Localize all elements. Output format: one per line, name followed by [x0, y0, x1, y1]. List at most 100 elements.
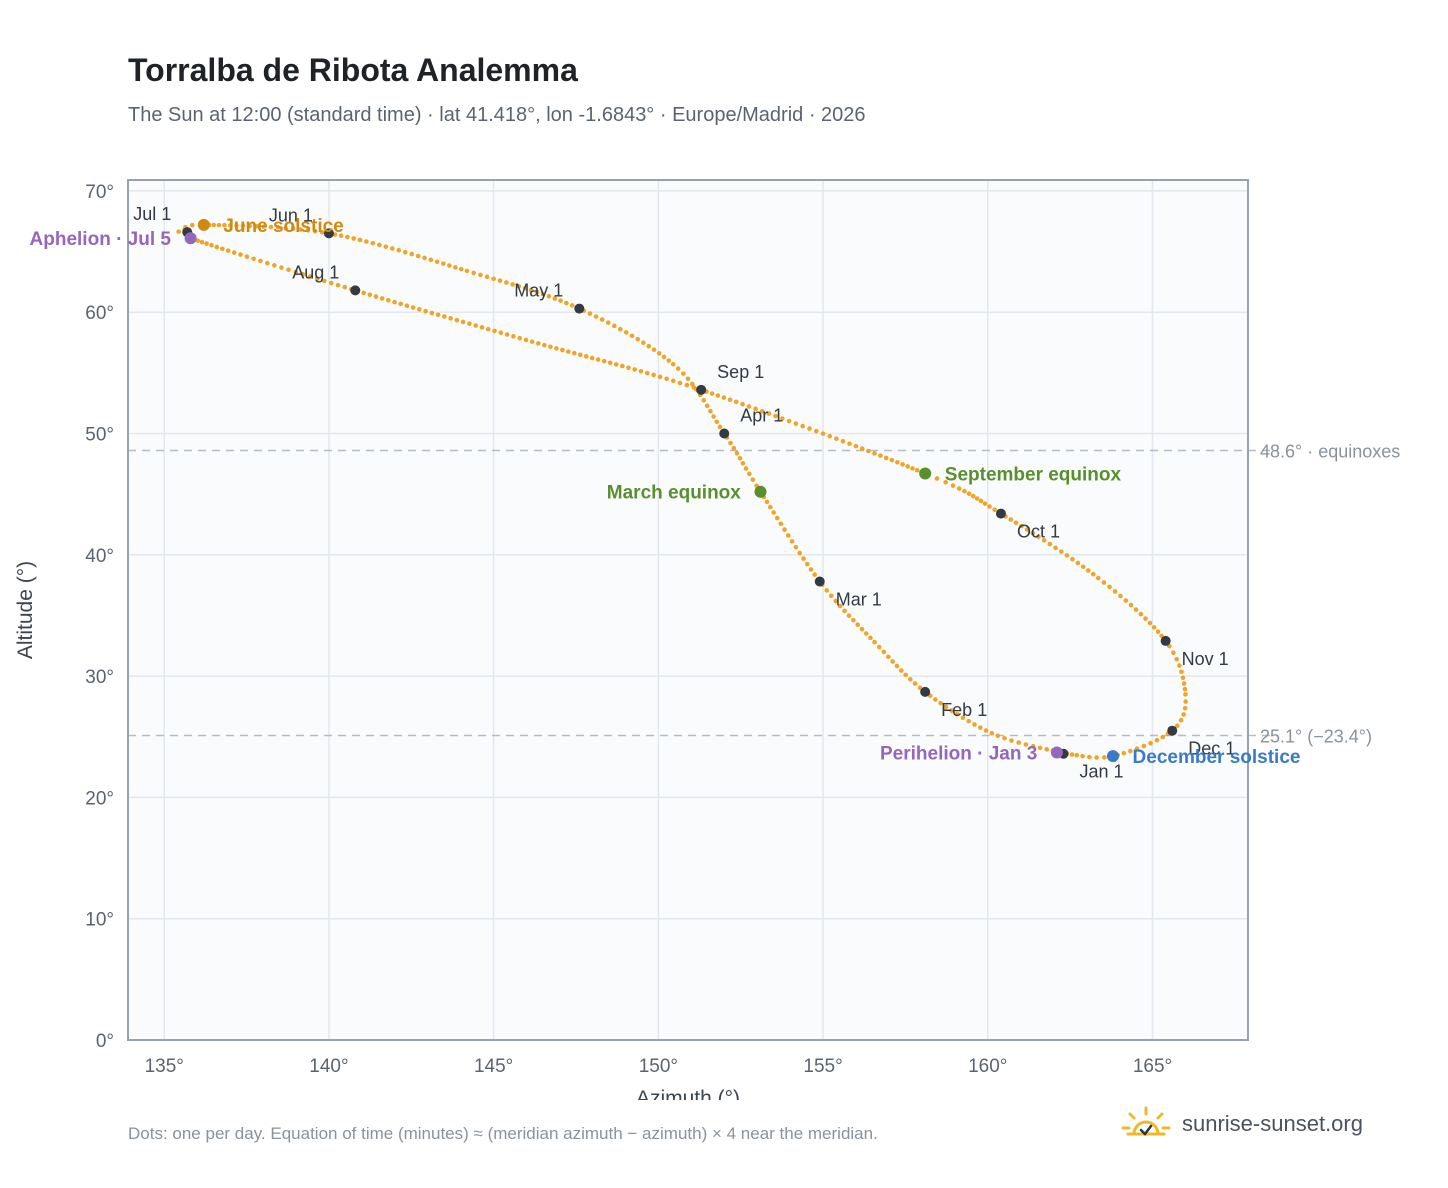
daily-dot: [966, 491, 972, 497]
daily-dot: [1148, 740, 1153, 746]
daily-dot: [510, 282, 515, 287]
event-label: September equinox: [945, 465, 1122, 486]
daily-dot: [954, 711, 960, 717]
month-marker: [323, 228, 334, 239]
daily-dot: [800, 423, 805, 429]
daily-dot: [966, 718, 971, 724]
event-marker: [754, 485, 767, 498]
brand-logo[interactable]: sunrise-sunset.org: [1120, 1104, 1363, 1144]
y-axis-title: Altitude (°): [14, 561, 37, 659]
daily-dot: [1016, 740, 1021, 745]
daily-dot: [312, 228, 318, 234]
daily-dot: [779, 416, 785, 421]
daily-dot: [367, 292, 373, 298]
plot-frame: [127, 179, 1249, 1041]
daily-dot: [743, 466, 749, 471]
daily-dot: [534, 289, 540, 295]
daily-dot: [1070, 556, 1075, 562]
event-marker: [1106, 750, 1119, 763]
daily-dot: [583, 354, 589, 359]
daily-dot: [868, 635, 873, 641]
x-tick-label: 160°: [968, 1056, 1007, 1077]
y-tick-label: 0°: [96, 1031, 114, 1052]
daily-dot: [504, 280, 509, 285]
daily-dot: [511, 334, 516, 339]
daily-dot: [793, 421, 799, 426]
daily-dot: [1087, 754, 1092, 760]
daily-dot: [485, 326, 491, 332]
daily-dot: [176, 229, 181, 234]
daily-dot: [785, 533, 791, 538]
daily-dot: [383, 244, 389, 249]
daily-dot: [361, 290, 366, 296]
daily-dot: [617, 326, 623, 332]
daily-dot: [589, 355, 595, 361]
daily-dot: [440, 261, 446, 266]
daily-dot: [714, 419, 720, 425]
daily-dot: [454, 317, 460, 323]
daily-dot: [651, 347, 657, 353]
daily-dot: [681, 371, 686, 376]
daily-dot: [516, 284, 522, 289]
daily-dot: [398, 301, 404, 307]
daily-dot: [268, 224, 274, 230]
daily-dot: [846, 613, 852, 618]
daily-dot: [1141, 743, 1147, 749]
daily-dot: [1036, 534, 1041, 539]
daily-dot: [577, 352, 583, 358]
daily-dot: [1090, 571, 1096, 577]
daily-dot: [970, 493, 976, 499]
x-tick-label: 150°: [639, 1056, 678, 1077]
daily-dot: [1009, 738, 1014, 743]
daily-dot: [1143, 616, 1148, 621]
daily-dot: [1019, 523, 1024, 529]
daily-dot: [866, 448, 871, 454]
daily-dot: [228, 223, 233, 228]
daily-dot: [607, 360, 613, 366]
daily-dot: [225, 248, 231, 253]
y-tick-label: 20°: [85, 788, 114, 809]
daily-dot: [890, 659, 895, 664]
daily-dot: [1178, 717, 1184, 723]
daily-dot: [750, 477, 756, 482]
daily-dot: [1134, 746, 1140, 751]
daily-dot: [734, 450, 740, 456]
daily-dot: [623, 330, 629, 335]
daily-dot: [717, 424, 723, 430]
daily-dot: [894, 663, 900, 669]
daily-dot: [290, 226, 296, 232]
daily-dot: [484, 274, 490, 280]
daily-dot: [657, 374, 663, 380]
daily-dot: [319, 229, 325, 235]
daily-dot: [766, 411, 772, 416]
daily-dot: [238, 252, 243, 257]
daily-dot: [305, 228, 311, 233]
daily-dot: [1008, 517, 1014, 522]
daily-dot: [626, 365, 631, 371]
daily-dot: [1074, 752, 1080, 758]
daily-dot: [801, 556, 806, 561]
daily-dot: [204, 241, 209, 246]
daily-dot: [298, 227, 303, 232]
daily-dot: [1174, 723, 1180, 728]
daily-dot: [286, 267, 291, 273]
daily-dot: [1023, 742, 1029, 747]
month-marker: [920, 686, 931, 697]
month-label: Feb 1: [941, 700, 987, 720]
daily-dot: [684, 382, 690, 388]
daily-dot: [265, 260, 270, 266]
brand-name: sunrise-sunset.org: [1182, 1111, 1363, 1136]
daily-dot: [386, 297, 391, 303]
daily-dot: [300, 271, 306, 277]
daily-dot: [364, 239, 369, 244]
daily-dot: [914, 467, 920, 473]
daily-dot: [983, 728, 989, 733]
daily-dot: [853, 443, 859, 449]
daily-dot: [389, 246, 395, 251]
daily-dot: [903, 672, 909, 678]
daily-dot: [701, 397, 707, 403]
daily-dot: [529, 339, 535, 345]
daily-dot: [605, 320, 611, 325]
sun-logo-icon: [1121, 1106, 1171, 1136]
daily-dot: [214, 244, 220, 250]
